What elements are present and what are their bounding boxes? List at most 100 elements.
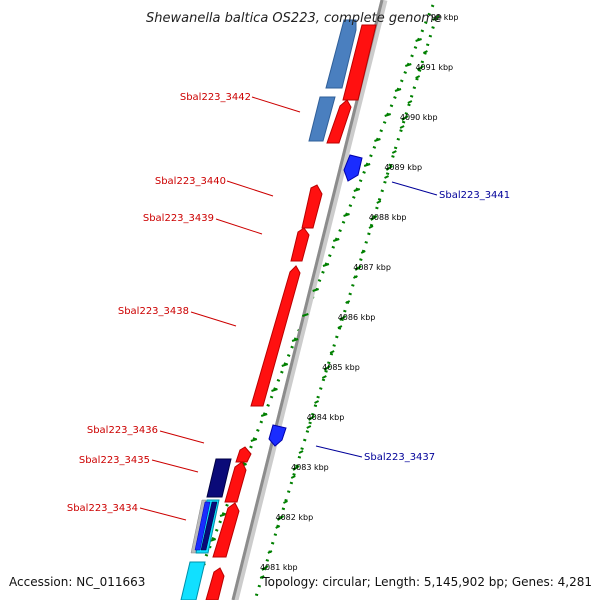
scale-tick xyxy=(401,115,409,121)
ring-dash xyxy=(394,88,402,92)
leader-sbal223-3438 xyxy=(190,311,237,327)
gene-label-sbal223-3437[interactable]: Sbal223_3437 xyxy=(364,452,435,463)
gene-label-sbal223-3435[interactable]: Sbal223_3435 xyxy=(79,455,150,466)
gene-feature-steelblue-top[interactable] xyxy=(325,19,357,89)
ring-dash xyxy=(275,525,281,529)
gene-labels: Sbal223_3442 Sbal223_3441 Sbal223_3440 S… xyxy=(67,92,510,514)
ring-dash xyxy=(283,500,288,504)
topology-summary: Topology: circular; Length: 5,145,902 bp… xyxy=(261,575,592,589)
ring-dash xyxy=(337,325,343,329)
ring-dash xyxy=(363,163,371,167)
gene-label-sbal223-3434[interactable]: Sbal223_3434 xyxy=(67,503,138,514)
gene-label-sbal223-3436[interactable]: Sbal223_3436 xyxy=(87,425,158,436)
ring-dash xyxy=(384,175,389,179)
gene-feature-sbal223-3441[interactable] xyxy=(343,154,363,182)
ring-dash xyxy=(384,113,392,117)
ring-dash xyxy=(290,475,296,479)
scale-tick xyxy=(370,215,378,221)
scale-tick-label: 4091 kbp xyxy=(415,63,453,72)
scale-tick-label: 4084 kbp xyxy=(307,413,345,422)
ring-dash xyxy=(332,238,340,242)
ring-dash xyxy=(422,50,428,54)
right-ring-ticks: 92 kbp 4091 kbp 4090 kbp 4089 kbp 4088 kbp 40… xyxy=(259,13,459,579)
leader-sbal223-3439 xyxy=(215,218,263,235)
gene-feature-sbal223-3438[interactable] xyxy=(250,265,301,407)
ring-dash xyxy=(267,550,273,554)
scale-tick-label: 4087 kbp xyxy=(353,263,391,272)
gene-feature-red-top[interactable] xyxy=(342,24,377,101)
ring-dash xyxy=(306,425,312,429)
gene-feature-sbal223-3434-grey[interactable] xyxy=(190,499,207,554)
leader-sbal223-3434 xyxy=(139,507,187,521)
scale-tick xyxy=(432,15,440,21)
scale-tick xyxy=(261,565,269,571)
scale-tick-label: 4089 kbp xyxy=(384,163,422,172)
ring-dash xyxy=(260,413,268,417)
ring-dash xyxy=(259,575,265,579)
ring-dash xyxy=(312,288,319,292)
leader-sbal223-3435 xyxy=(151,459,199,473)
gene-feature-cyan-bottom[interactable] xyxy=(180,561,206,600)
ring-dash xyxy=(399,125,405,129)
gene-feature-sbal223-3435[interactable] xyxy=(206,458,232,498)
ring-dash xyxy=(415,38,422,42)
backbone-shadow xyxy=(231,0,388,600)
gene-feature-sbal223-3442[interactable] xyxy=(326,99,352,144)
leader-sbal223-3440 xyxy=(226,180,274,197)
left-ring-ticks xyxy=(188,38,422,592)
gene-label-sbal223-3441[interactable]: Sbal223_3441 xyxy=(439,190,510,201)
scale-tick-label: 4081 kbp xyxy=(260,563,298,572)
leader-sbal223-3437 xyxy=(315,445,363,458)
ring-dash xyxy=(291,338,299,342)
ring-dash xyxy=(360,250,366,254)
scale-tick-label: 4085 kbp xyxy=(322,363,360,372)
accession-text: Accession: NC_011663 xyxy=(9,575,145,589)
leader-sbal223-3442 xyxy=(251,96,301,113)
ring-dash xyxy=(353,188,361,192)
scale-tick xyxy=(354,265,362,271)
gene-feature-red-bottom[interactable] xyxy=(205,567,225,600)
gene-label-sbal223-3442[interactable]: Sbal223_3442 xyxy=(180,92,251,103)
genome-title: Shewanella baltica OS223, complete genom… xyxy=(146,11,442,26)
gene-feature-red-3435[interactable] xyxy=(224,461,247,503)
scale-tick-label: 4082 kbp xyxy=(276,513,314,522)
gene-feature-sbal223-3439[interactable] xyxy=(290,227,310,262)
scale-tick xyxy=(385,165,393,171)
label-leader-lines xyxy=(139,96,438,521)
ring-dash xyxy=(271,388,278,392)
scale-tick-label: 4086 kbp xyxy=(338,313,376,322)
ring-dash xyxy=(374,138,381,142)
gene-feature-sbal223-3440[interactable] xyxy=(301,184,323,229)
ring-dash xyxy=(302,313,309,317)
ring-dash xyxy=(250,438,258,442)
ring-dash xyxy=(329,350,335,354)
gene-label-sbal223-3440[interactable]: Sbal223_3440 xyxy=(155,176,226,187)
ring-dash xyxy=(343,213,350,217)
gene-features xyxy=(180,19,377,600)
gene-feature-sbal223-3434-navy[interactable] xyxy=(200,501,218,551)
ring-dash xyxy=(219,513,227,517)
scale-tick-label: 4090 kbp xyxy=(400,113,438,122)
gene-feature-red-3434[interactable] xyxy=(212,502,240,558)
scale-tick xyxy=(292,465,300,471)
ring-dash xyxy=(368,225,374,229)
ring-dash xyxy=(321,375,327,379)
scale-tick xyxy=(308,415,316,421)
gene-feature-sbal223-3434-blue[interactable] xyxy=(194,501,211,551)
ring-dash xyxy=(391,150,397,154)
gene-feature-steelblue-lower[interactable] xyxy=(308,96,336,142)
gene-feature-sbal223-3436[interactable] xyxy=(235,446,252,463)
ring-dash xyxy=(407,100,413,104)
gene-label-sbal223-3439[interactable]: Sbal223_3439 xyxy=(143,213,214,224)
ring-dash xyxy=(314,400,320,404)
gene-label-sbal223-3438[interactable]: Sbal223_3438 xyxy=(118,306,189,317)
gene-feature-sbal223-3437[interactable] xyxy=(268,424,287,447)
ring-dash xyxy=(376,200,382,204)
ring-dash xyxy=(415,75,421,79)
scale-tick-label: 92 kbp xyxy=(431,13,459,22)
ring-dash xyxy=(345,300,351,304)
ring-dash xyxy=(404,63,412,67)
ring-dash xyxy=(353,275,358,279)
scale-tick xyxy=(323,365,331,371)
